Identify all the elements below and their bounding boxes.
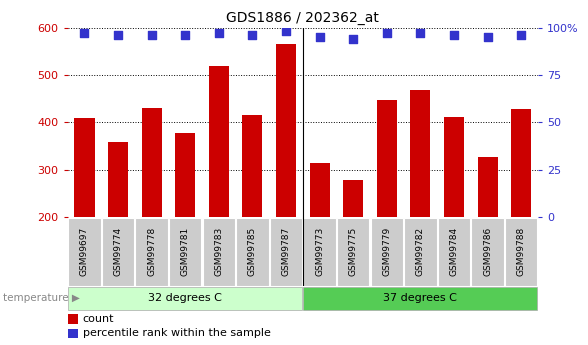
Bar [68, 314, 78, 324]
Bar [472, 218, 504, 286]
Bar [410, 90, 430, 217]
Bar [309, 163, 330, 217]
Bar [444, 117, 464, 217]
Bar [343, 180, 363, 217]
Text: GSM99785: GSM99785 [248, 227, 257, 276]
Bar [303, 287, 537, 310]
Point [382, 30, 392, 36]
Text: GSM99784: GSM99784 [449, 227, 459, 276]
Bar [74, 118, 95, 217]
Bar [337, 218, 369, 286]
Text: GSM99787: GSM99787 [282, 227, 290, 276]
Text: GSM99779: GSM99779 [382, 227, 392, 276]
Bar [169, 218, 201, 286]
Text: percentile rank within the sample: percentile rank within the sample [83, 328, 270, 338]
Point [483, 34, 492, 40]
Bar [236, 218, 269, 286]
Point [248, 32, 257, 38]
Bar [242, 115, 262, 217]
Bar [505, 218, 537, 286]
Bar [377, 100, 397, 217]
Text: temperature ▶: temperature ▶ [3, 294, 80, 303]
Bar [270, 218, 302, 286]
Point [449, 32, 459, 38]
Text: GSM99773: GSM99773 [315, 227, 324, 276]
Bar [175, 133, 195, 217]
Bar [142, 108, 162, 217]
Bar [511, 109, 532, 217]
Bar [370, 218, 403, 286]
Point [113, 32, 123, 38]
Text: GSM99788: GSM99788 [517, 227, 526, 276]
Bar [68, 218, 101, 286]
Text: GSM99778: GSM99778 [147, 227, 156, 276]
Text: 32 degrees C: 32 degrees C [148, 294, 222, 303]
Bar [135, 218, 168, 286]
Point [281, 29, 290, 34]
Text: GSM99775: GSM99775 [349, 227, 358, 276]
Text: GSM99697: GSM99697 [80, 227, 89, 276]
Bar [203, 218, 235, 286]
Bar [438, 218, 470, 286]
Text: GSM99782: GSM99782 [416, 227, 425, 276]
Point [349, 36, 358, 42]
Point [315, 34, 325, 40]
Bar [68, 328, 78, 338]
Text: GSM99774: GSM99774 [113, 227, 122, 276]
Text: 37 degrees C: 37 degrees C [383, 294, 457, 303]
Text: GSM99786: GSM99786 [483, 227, 492, 276]
Bar [303, 218, 336, 286]
Text: GSM99781: GSM99781 [181, 227, 190, 276]
Text: count: count [83, 314, 114, 324]
Text: GSM99783: GSM99783 [214, 227, 223, 276]
Bar [209, 66, 229, 217]
Point [214, 30, 223, 36]
Bar [102, 218, 134, 286]
Point [181, 32, 190, 38]
Bar [276, 44, 296, 217]
Title: GDS1886 / 202362_at: GDS1886 / 202362_at [226, 11, 379, 25]
Bar [405, 218, 436, 286]
Point [80, 30, 89, 36]
Bar [477, 157, 497, 217]
Bar [108, 142, 128, 217]
Point [416, 30, 425, 36]
Bar [68, 287, 302, 310]
Point [147, 32, 156, 38]
Point [516, 32, 526, 38]
